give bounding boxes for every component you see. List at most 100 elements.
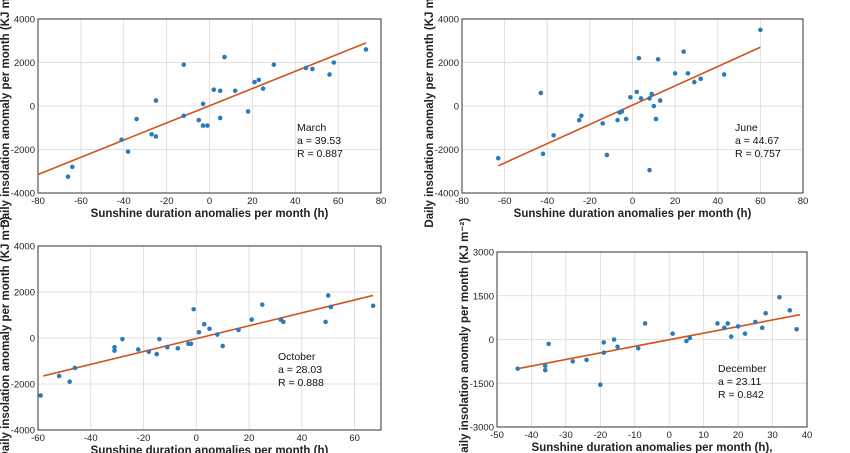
data-point bbox=[303, 65, 309, 71]
x-tick-label: 0 bbox=[630, 196, 635, 207]
x-tick-label: -80 bbox=[31, 196, 45, 207]
data-point bbox=[763, 310, 768, 316]
data-point bbox=[281, 319, 286, 325]
data-point bbox=[328, 304, 334, 310]
annotation-correlation: R = 0.842 bbox=[718, 389, 764, 401]
x-tick-label: 40 bbox=[802, 430, 813, 441]
plot-frame bbox=[496, 251, 808, 428]
regression-line-october bbox=[43, 294, 374, 377]
y-axis-title: Daily insolation anomaly per month (KJ m… bbox=[424, 0, 436, 228]
data-point bbox=[777, 294, 782, 300]
data-point bbox=[635, 345, 641, 351]
data-point bbox=[636, 55, 642, 61]
x-tick-label: -40 bbox=[84, 433, 98, 444]
x-tick-label: 80 bbox=[376, 196, 387, 207]
data-point bbox=[794, 326, 799, 332]
x-tick-label: 0 bbox=[194, 433, 199, 444]
data-point bbox=[222, 54, 227, 60]
data-point bbox=[651, 103, 657, 109]
x-tick-label: 60 bbox=[333, 196, 344, 207]
data-point bbox=[157, 336, 162, 342]
x-tick-label: 0 bbox=[667, 430, 672, 441]
data-point bbox=[217, 88, 223, 94]
x-tick-label: -40 bbox=[117, 196, 131, 207]
data-point bbox=[38, 393, 43, 398]
data-point bbox=[542, 367, 548, 373]
data-point bbox=[207, 326, 212, 332]
x-tick-label: 80 bbox=[798, 196, 809, 207]
data-point bbox=[542, 363, 548, 369]
data-point bbox=[698, 76, 703, 82]
data-point bbox=[684, 338, 689, 344]
y-tick-label: 0 bbox=[454, 102, 459, 113]
data-point bbox=[515, 366, 520, 371]
data-point bbox=[149, 131, 154, 137]
data-point bbox=[256, 77, 262, 83]
data-point bbox=[112, 348, 117, 353]
x-tick-label: 20 bbox=[670, 196, 681, 207]
data-point bbox=[310, 66, 315, 72]
y-tick-label: -2000 bbox=[11, 380, 35, 391]
x-tick-label: 60 bbox=[349, 433, 360, 444]
data-point bbox=[153, 134, 159, 139]
x-tick-label: -50 bbox=[490, 430, 504, 441]
data-point bbox=[154, 351, 160, 357]
data-point bbox=[215, 332, 220, 337]
data-point bbox=[331, 60, 337, 65]
x-tick-label: -20 bbox=[160, 196, 174, 207]
data-point bbox=[601, 350, 607, 355]
data-point bbox=[600, 121, 605, 126]
x-tick-label: -30 bbox=[559, 430, 573, 441]
data-point bbox=[191, 306, 196, 312]
annotation-slope: a = 28.03 bbox=[278, 364, 322, 376]
x-tick-label: 40 bbox=[290, 196, 301, 207]
y-tick-label: 0 bbox=[489, 335, 494, 346]
annotation-correlation: R = 0.757 bbox=[735, 148, 781, 160]
data-point bbox=[164, 344, 170, 350]
data-point bbox=[260, 86, 266, 91]
data-point bbox=[205, 123, 210, 128]
data-point bbox=[153, 98, 159, 103]
data-point bbox=[655, 56, 661, 62]
x-tick-label: 60 bbox=[755, 196, 766, 207]
data-point bbox=[721, 72, 727, 77]
y-tick-label: 4000 bbox=[14, 242, 35, 253]
x-tick-label: 0 bbox=[207, 196, 212, 207]
data-point bbox=[634, 89, 640, 95]
y-tick-label: -2000 bbox=[435, 145, 459, 156]
data-point bbox=[65, 174, 71, 179]
x-tick-label: -40 bbox=[525, 430, 539, 441]
data-point bbox=[181, 113, 187, 119]
data-point bbox=[120, 336, 125, 342]
data-point bbox=[615, 117, 620, 123]
y-tick-label: 3000 bbox=[473, 248, 494, 259]
data-point bbox=[252, 79, 257, 85]
x-tick-label: -20 bbox=[583, 196, 597, 207]
y-tick-label: 2000 bbox=[14, 288, 35, 299]
data-point bbox=[653, 116, 659, 122]
regression-line-december bbox=[517, 313, 801, 370]
data-point bbox=[649, 91, 654, 97]
data-point bbox=[685, 71, 691, 76]
data-point bbox=[753, 319, 758, 325]
data-point bbox=[370, 303, 376, 309]
data-point bbox=[611, 337, 617, 342]
data-point bbox=[758, 27, 763, 33]
data-point bbox=[647, 96, 652, 101]
annotation-month: June bbox=[735, 122, 758, 134]
data-point bbox=[72, 365, 78, 371]
data-point bbox=[134, 116, 139, 122]
data-point bbox=[638, 96, 644, 101]
data-point bbox=[196, 117, 202, 123]
x-tick-label: -10 bbox=[628, 430, 642, 441]
data-point bbox=[759, 325, 765, 331]
y-axis-title: Daily insolation anomaly per month (KJ m… bbox=[0, 0, 12, 228]
data-point bbox=[200, 123, 206, 128]
data-point bbox=[598, 382, 603, 388]
y-tick-label: -4000 bbox=[11, 189, 35, 200]
x-tick-label: 20 bbox=[247, 196, 258, 207]
data-point bbox=[538, 90, 544, 96]
data-point bbox=[201, 321, 207, 327]
y-tick-label: 1500 bbox=[473, 291, 494, 302]
regression-line-march bbox=[37, 42, 367, 176]
